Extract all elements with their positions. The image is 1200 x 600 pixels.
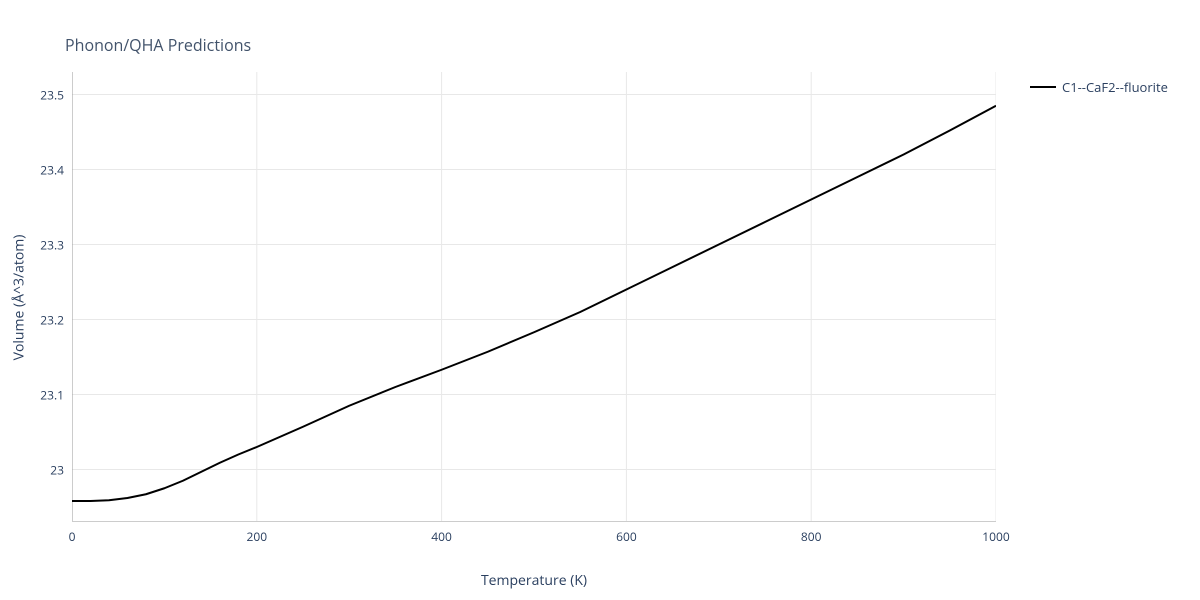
series-line [72,106,996,501]
chart-title: Phonon/QHA Predictions [65,34,251,56]
plot-svg [72,72,996,522]
y-tick-label: 23.5 [0,86,64,103]
chart-container: Phonon/QHA Predictions 0 200 400 600 800 1000… [0,0,1200,600]
x-axis-title: Temperature (K) [72,571,996,590]
y-tick-label: 23.4 [0,161,64,178]
y-axis-title: Volume (Å^3/atom) [12,72,26,522]
legend-label: C1--CaF2--fluorite [1062,78,1168,96]
y-tick-label: 23.1 [0,386,64,403]
plot-area [72,72,996,522]
x-tick-label: 0 [69,528,76,545]
legend: C1--CaF2--fluorite [1030,78,1168,96]
x-tick-label: 200 [247,528,268,545]
x-tick-label: 800 [801,528,822,545]
x-tick-label: 400 [431,528,452,545]
legend-swatch [1030,86,1056,88]
x-tick-label: 600 [616,528,637,545]
y-axis-title-text: Volume (Å^3/atom) [10,234,29,360]
y-tick-label: 23 [0,461,64,478]
x-tick-label: 1000 [982,528,1009,545]
